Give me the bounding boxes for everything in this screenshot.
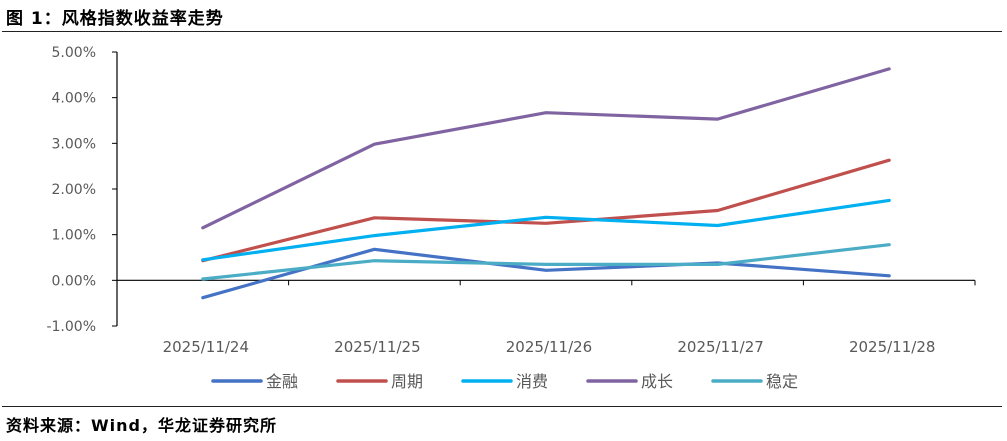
series-lines: [201, 67, 891, 300]
y-tick-label: 2.00%: [52, 182, 96, 198]
legend: 金融 周期 消费 成长 稳定: [211, 372, 798, 391]
legend-label: 成长: [641, 372, 673, 391]
y-tick-label: -1.00%: [46, 319, 96, 335]
title-rule: [2, 31, 1002, 32]
series-line-成长: [201, 67, 891, 230]
legend-label: 金融: [266, 372, 298, 391]
series-line-消费: [201, 198, 891, 262]
series-line-稳定: [201, 243, 891, 281]
x-tick-label: 2025/11/27: [677, 338, 763, 356]
source-note: 资料来源：Wind，华龙证券研究所: [6, 416, 277, 435]
x-tick-label: 2025/11/28: [849, 338, 935, 356]
y-tick-label: 0.00%: [52, 273, 96, 289]
source-rule: [2, 406, 1002, 407]
legend-label: 消费: [516, 372, 548, 391]
legend-label: 稳定: [766, 372, 798, 391]
y-tick-label: 4.00%: [52, 91, 96, 107]
x-tick-label: 2025/11/25: [334, 338, 420, 356]
series-line-周期: [201, 158, 891, 263]
figure-title: 图 1：风格指数收益率走势: [6, 9, 224, 29]
y-axis: -1.00% 0.00% 1.00% 2.00% 3.00% 4.00% 5.00%: [46, 45, 118, 335]
legend-label: 周期: [391, 372, 423, 391]
x-axis: 2025/11/24 2025/11/25 2025/11/26 2025/11/27…: [116, 279, 976, 356]
y-tick-label: 1.00%: [52, 228, 96, 244]
x-tick-label: 2025/11/24: [163, 338, 249, 356]
y-tick-label: 3.00%: [52, 136, 96, 152]
line-chart: -1.00% 0.00% 1.00% 2.00% 3.00% 4.00% 5.00% 202…: [46, 45, 976, 391]
y-tick-label: 5.00%: [52, 45, 96, 61]
x-tick-label: 2025/11/26: [506, 338, 592, 356]
